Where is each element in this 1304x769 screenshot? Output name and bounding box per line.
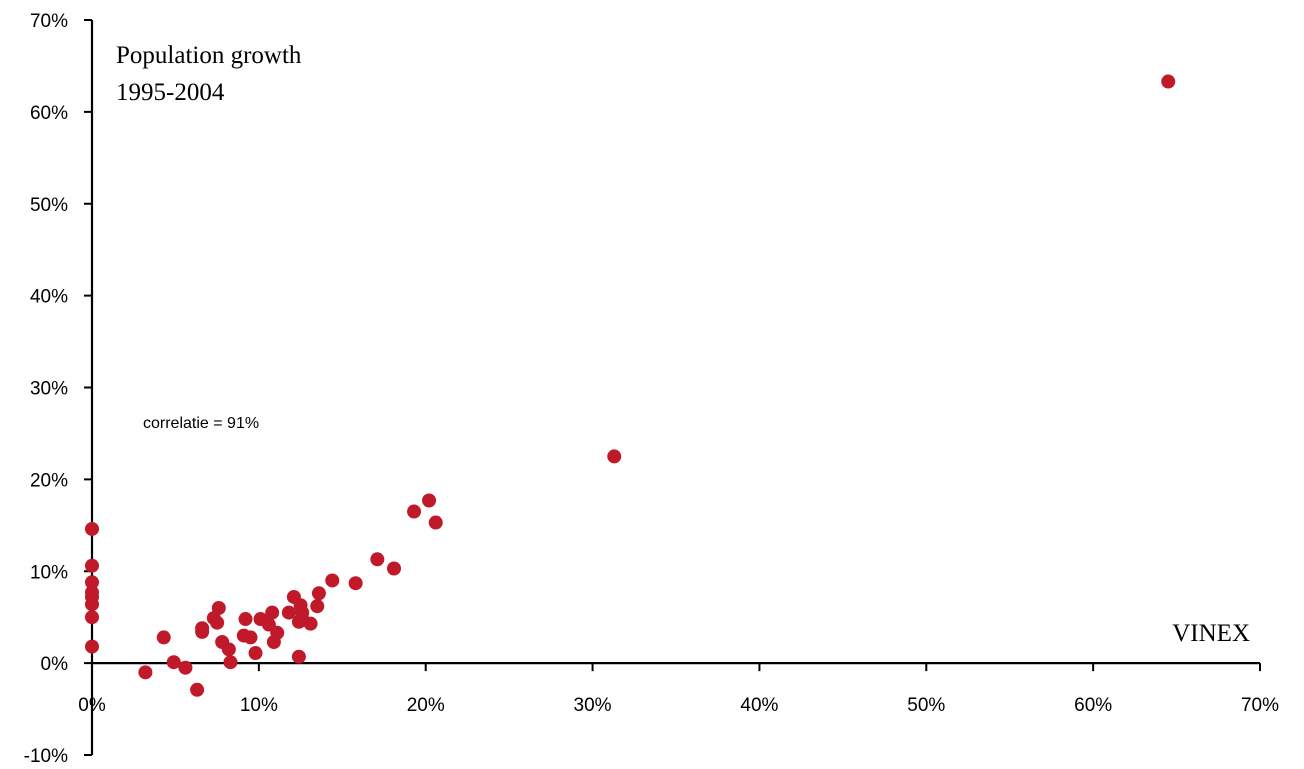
data-point [291,649,306,664]
data-point [348,576,363,591]
y-tick-label: 60% [30,103,68,124]
chart-title-line-2: 1995-2004 [116,79,225,106]
y-tick-label: 70% [30,11,68,32]
y-tick-label: 30% [30,379,68,400]
x-tick-label: 50% [907,695,945,716]
data-point [85,610,99,625]
data-point [85,575,99,590]
data-point [85,521,99,536]
data-point [166,655,181,670]
x-tick-label: 60% [1074,695,1112,716]
data-point [211,601,226,615]
y-tick-label: 20% [30,470,68,491]
data-point [281,605,296,620]
x-tick-label: 30% [574,695,612,716]
data-point [270,625,285,640]
data-point [325,573,340,588]
data-point [138,665,153,680]
data-point [422,493,437,508]
data-point [178,660,193,675]
data-point [223,655,238,670]
data-point [607,449,622,464]
data-point [370,552,385,567]
data-point [243,630,258,645]
data-points [85,74,1176,697]
x-tick-label: 0% [78,695,106,716]
data-point [428,515,443,530]
y-tick-label: -10% [24,746,68,767]
data-point [85,597,99,612]
y-tick-label: 50% [30,195,68,216]
data-point [85,558,99,573]
data-point [303,616,318,631]
data-point [248,646,263,661]
data-point [407,504,422,519]
x-tick-label: 20% [407,695,445,716]
data-point [190,682,205,697]
data-point [85,639,99,654]
data-point [221,642,236,657]
data-point [156,630,171,645]
data-point [311,586,326,601]
x-tick-label: 70% [1241,695,1279,716]
data-point [387,561,402,576]
data-point [238,612,253,627]
y-tick-label: 40% [30,287,68,308]
chart-title-line-1: Population growth [116,42,302,69]
x-tick-label: 40% [740,695,778,716]
chart-title: Population growth 1995-2004 [116,42,302,106]
x-tick-label: 10% [240,695,278,716]
x-axis-label: VINEX [1172,620,1250,647]
data-point [210,615,225,630]
axes: -10% 0% 10% 20% 30% 40% 50% 60% 70% 0% 10% 20% 30% 40… [24,11,1279,767]
data-point [1161,74,1176,89]
data-point [265,605,280,620]
data-point [195,624,210,639]
correlation-annotation: correlatie = 91% [143,415,259,432]
y-tick-label: 10% [30,562,68,583]
y-tick-label: 0% [41,654,69,675]
data-point [310,599,325,614]
